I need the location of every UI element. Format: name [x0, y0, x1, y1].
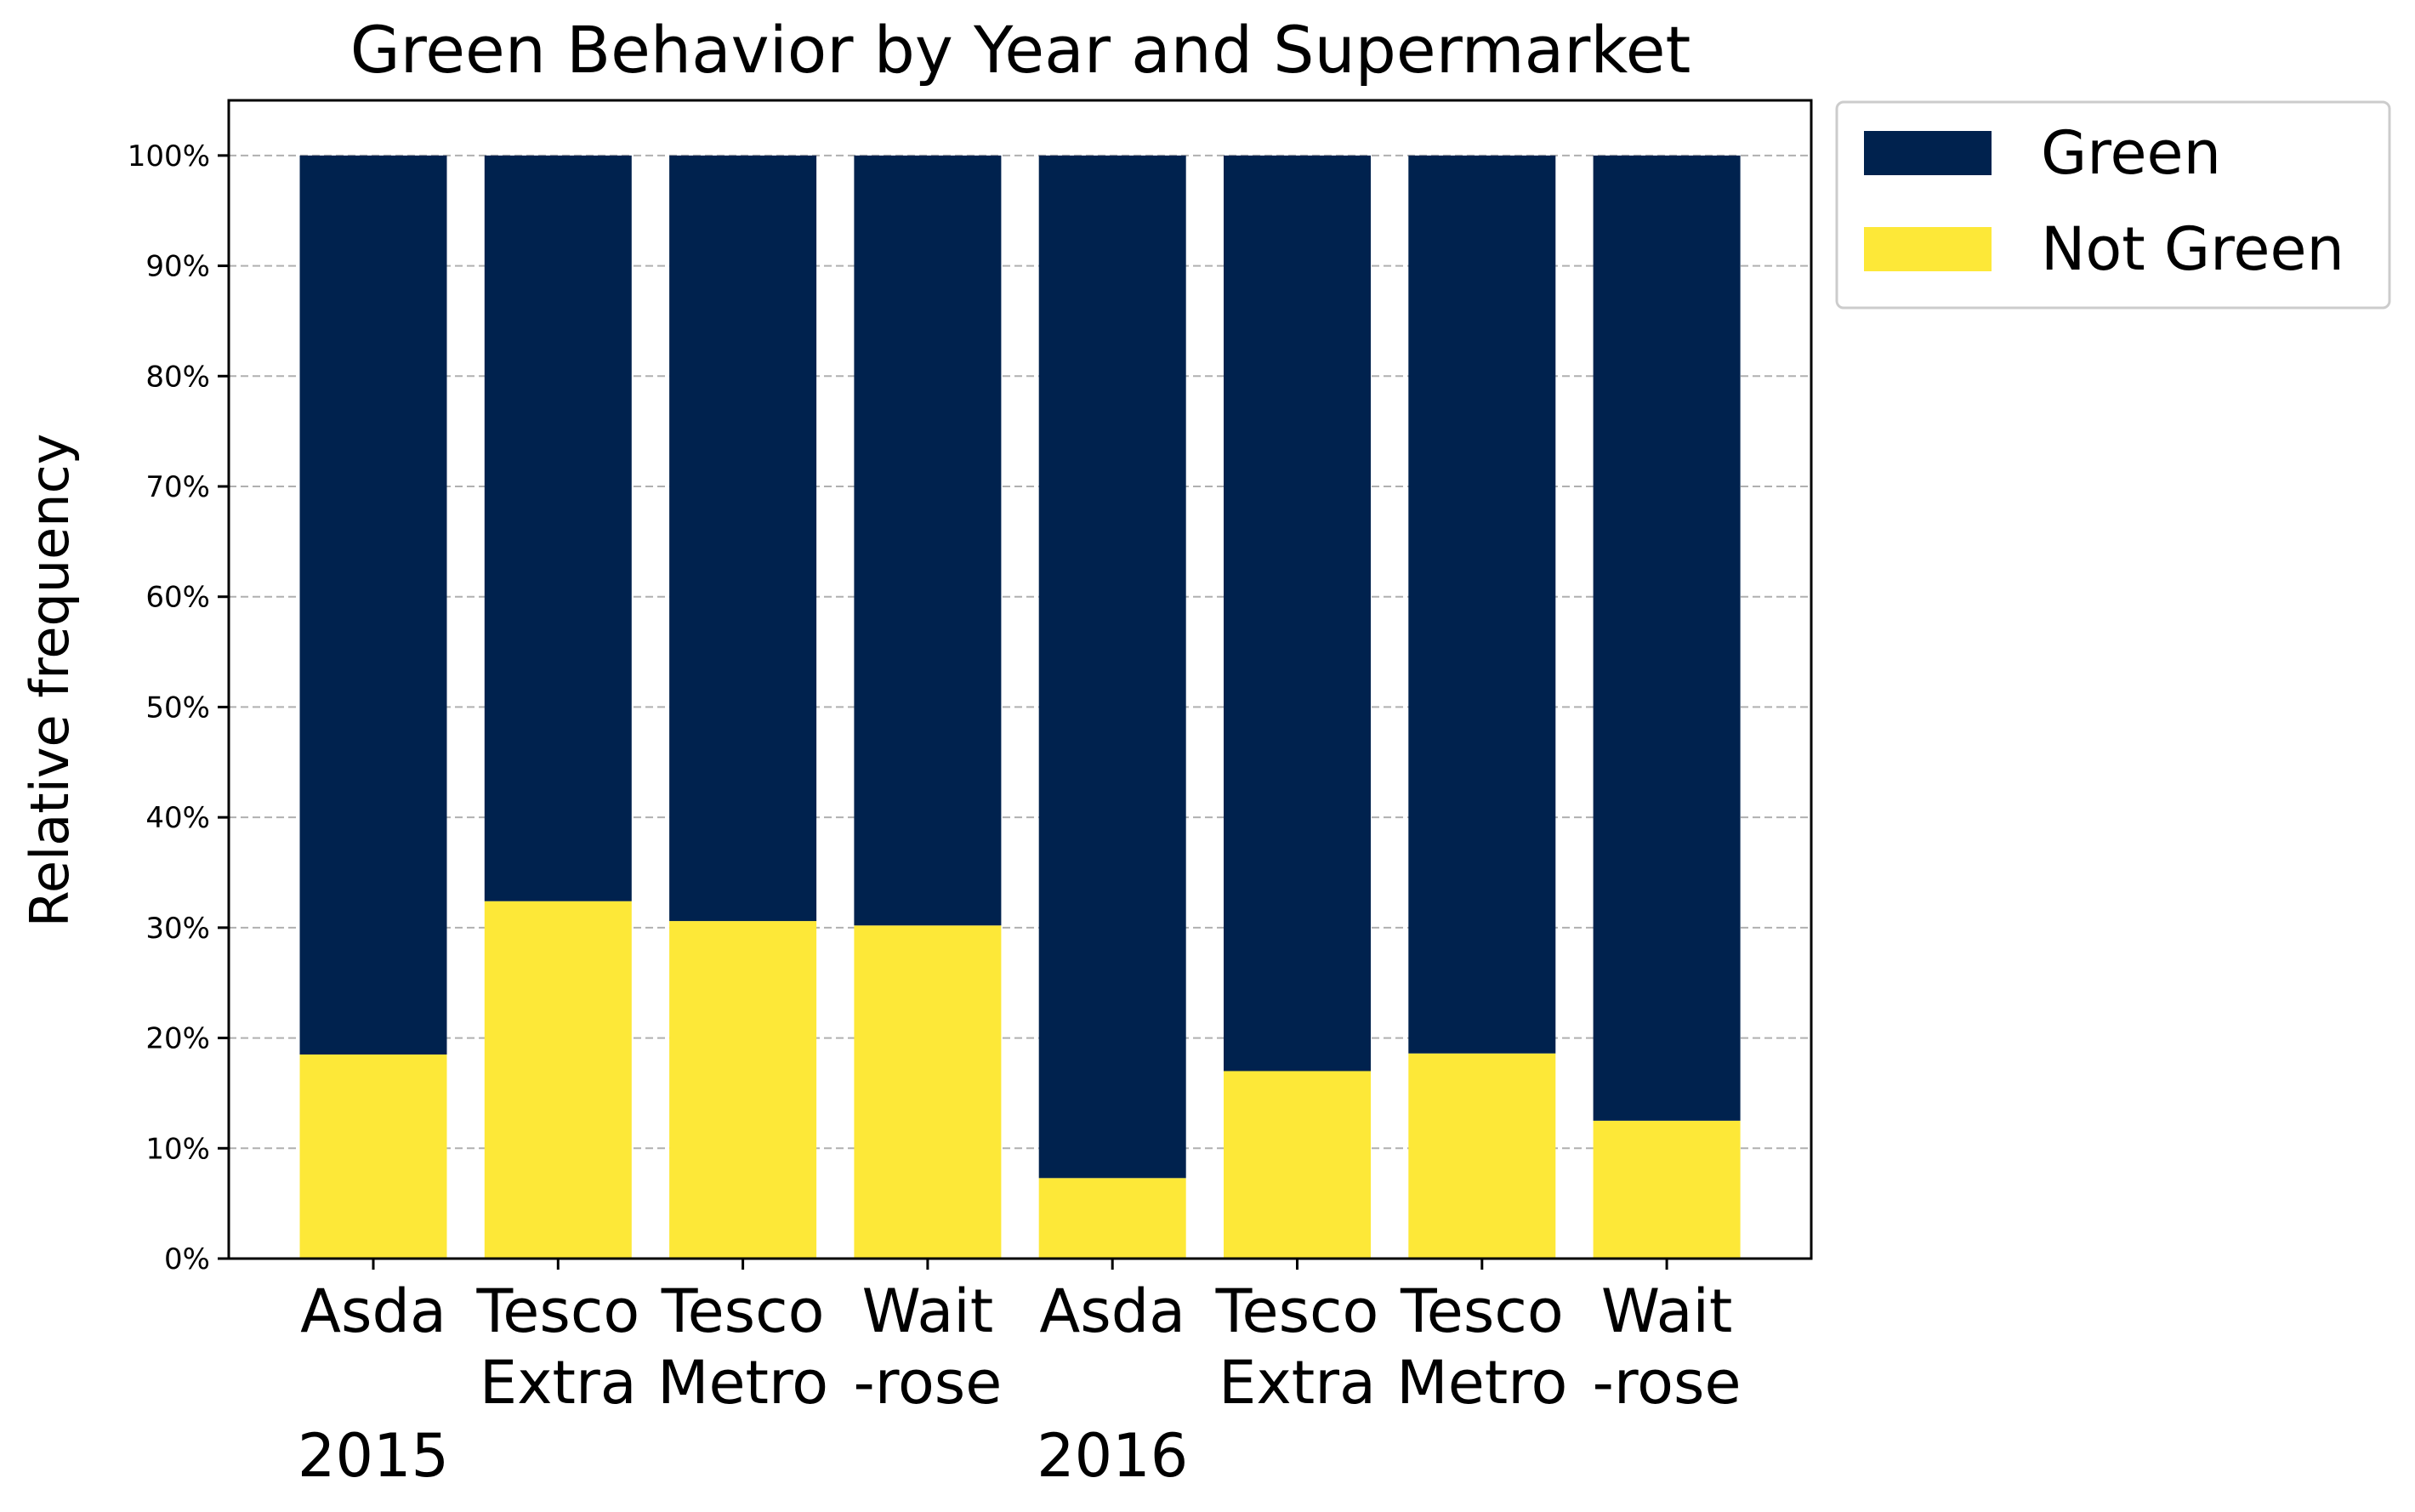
bar-not-green: [484, 901, 632, 1259]
bar-not-green: [1593, 1120, 1741, 1259]
bar-not-green: [299, 1054, 447, 1259]
legend-label: Not Green: [2041, 214, 2344, 284]
bar-not-green: [1038, 1178, 1186, 1259]
x-tick-label: Extra: [480, 1348, 637, 1418]
x-tick-label: -rose: [853, 1348, 1002, 1418]
y-tick-label: 90%: [145, 250, 210, 284]
bar-green: [1038, 155, 1186, 1179]
bar-not-green: [1224, 1071, 1371, 1259]
legend: Green Not Green: [1835, 100, 2391, 310]
x-tick-label: Tesco: [1215, 1276, 1379, 1346]
x-group-label: 2016: [1037, 1421, 1188, 1491]
bar-green: [854, 155, 1002, 926]
x-tick-label: Asda: [300, 1276, 446, 1346]
bar-green: [1224, 155, 1371, 1071]
y-tick-label: 100%: [128, 139, 210, 173]
bar-green: [1593, 155, 1741, 1121]
x-tick-label: Metro: [657, 1348, 828, 1418]
x-tick-label: Wait: [862, 1276, 994, 1346]
bar-green: [669, 155, 817, 922]
bars: [299, 155, 1741, 1259]
y-tick-label: 30%: [145, 912, 210, 946]
bar-not-green: [854, 925, 1002, 1259]
legend-swatch: [1864, 131, 1992, 175]
bar-not-green: [1408, 1053, 1556, 1259]
legend-label: Green: [2041, 118, 2221, 188]
y-tick-label: 0%: [164, 1242, 210, 1276]
bar-green: [1408, 155, 1556, 1054]
legend-swatch: [1864, 227, 1992, 271]
chart-title: Green Behavior by Year and Supermarket: [350, 12, 1691, 88]
y-tick-label: 70%: [145, 470, 210, 504]
x-tick-label: Asda: [1039, 1276, 1185, 1346]
y-tick-label: 80%: [145, 360, 210, 394]
y-tick-label: 10%: [145, 1132, 210, 1166]
y-tick-label: 60%: [145, 581, 210, 615]
bar-green: [299, 155, 447, 1055]
x-tick-label: Tesco: [661, 1276, 825, 1346]
x-tick-label: Extra: [1219, 1348, 1376, 1418]
grid-lines: [229, 154, 1811, 1150]
bar-not-green: [669, 921, 817, 1259]
x-tick-label: Tesco: [1400, 1276, 1564, 1346]
y-tick-label: 20%: [145, 1022, 210, 1056]
y-tick-label: 50%: [145, 691, 210, 725]
y-axis-label: Relative frequency: [19, 434, 81, 928]
x-tick-label: Tesco: [475, 1276, 639, 1346]
x-tick-label: Metro: [1396, 1348, 1567, 1418]
x-tick-label: Wait: [1601, 1276, 1733, 1346]
x-group-label: 2015: [298, 1421, 449, 1491]
y-axis-ticks: 0% 10% 20% 30% 40% 50% 60% 70% 80% 90% 100%: [128, 139, 229, 1276]
y-tick-label: 40%: [145, 801, 210, 835]
x-tick-label: -rose: [1593, 1348, 1742, 1418]
bar-green: [484, 155, 632, 901]
plot-frame: [227, 99, 1813, 1260]
